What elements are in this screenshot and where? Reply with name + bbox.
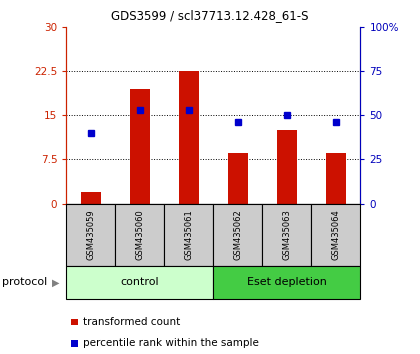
Bar bbox=[228, 153, 248, 204]
Bar bbox=[179, 71, 199, 204]
Text: Eset depletion: Eset depletion bbox=[247, 277, 327, 287]
Bar bbox=[130, 88, 150, 204]
Text: protocol: protocol bbox=[2, 277, 47, 287]
Bar bbox=[81, 192, 101, 204]
Text: control: control bbox=[121, 277, 159, 287]
Bar bbox=[277, 130, 297, 204]
Text: GDS3599 / scl37713.12.428_61-S: GDS3599 / scl37713.12.428_61-S bbox=[111, 9, 309, 22]
Text: transformed count: transformed count bbox=[83, 317, 181, 327]
Text: GSM435059: GSM435059 bbox=[87, 209, 95, 260]
Text: percentile rank within the sample: percentile rank within the sample bbox=[83, 338, 259, 348]
Text: GSM435063: GSM435063 bbox=[282, 209, 291, 260]
Bar bbox=[326, 153, 346, 204]
Text: GSM435061: GSM435061 bbox=[184, 209, 193, 260]
Text: GSM435060: GSM435060 bbox=[135, 209, 144, 260]
Text: ▶: ▶ bbox=[52, 277, 60, 287]
Text: GSM435064: GSM435064 bbox=[331, 209, 340, 260]
Text: GSM435062: GSM435062 bbox=[234, 209, 242, 260]
